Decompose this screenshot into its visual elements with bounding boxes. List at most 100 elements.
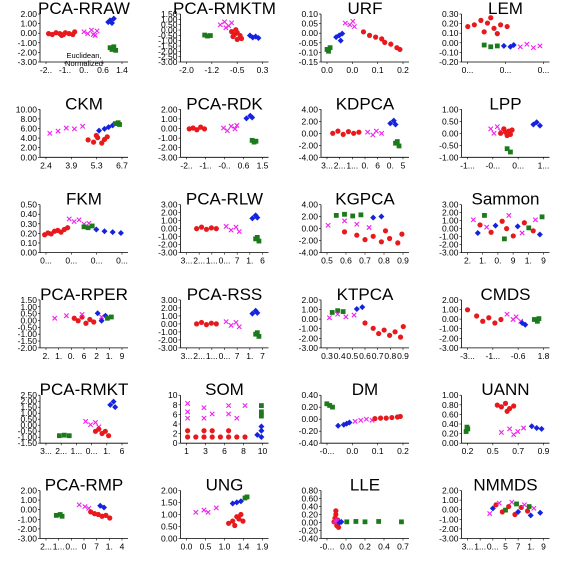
y-tick-label: 1.00 (442, 495, 459, 505)
green-point (259, 409, 264, 415)
x-tick-label: 1. (55, 351, 62, 361)
blue-point (110, 398, 117, 405)
magenta-point (52, 315, 58, 321)
blue-point (339, 30, 346, 37)
green-point (326, 48, 331, 54)
magenta-point (524, 41, 530, 47)
y-tick-label: 1.00 (20, 302, 37, 312)
red-point (193, 434, 199, 440)
green-point (514, 501, 519, 507)
x-tick-label: 1.9 (257, 542, 269, 552)
y-tick-label: -1.00 (299, 324, 319, 334)
chart-title: KDPCA (336, 94, 395, 113)
magenta-point (521, 502, 528, 508)
y-tick-label: 0.20 (442, 19, 459, 29)
red-point (480, 318, 486, 324)
y-tick-label: 1.50 (161, 498, 178, 508)
magenta-point (221, 19, 228, 25)
chart-title: Sammon (471, 190, 539, 209)
green-point (259, 413, 264, 419)
y-tick-label: 0.20 (442, 429, 459, 439)
blue-point (492, 222, 499, 229)
x-tick-label: 0.2 (397, 65, 409, 75)
x-tick-label: 2... (40, 542, 52, 552)
y-tick-label: -1.00 (439, 514, 459, 524)
chart-title: KTPCA (337, 285, 394, 304)
red-point (213, 226, 219, 232)
chart-title: FKM (66, 190, 102, 209)
y-tick-label: -0.20 (299, 526, 319, 536)
red-point (362, 237, 368, 243)
red-point (65, 225, 71, 231)
magenta-point (507, 426, 513, 432)
x-tick-label: -1... (486, 351, 501, 361)
x-tick-label: -0... (320, 446, 335, 456)
x-tick-label: 0. (68, 351, 75, 361)
x-tick-label: 2. (464, 256, 471, 266)
red-point (87, 316, 93, 323)
red-point (198, 224, 205, 230)
blue-point (489, 505, 496, 512)
y-tick-label: -3.00 (158, 57, 178, 67)
red-point (236, 516, 242, 522)
y-tick-label: 10 (168, 390, 178, 400)
red-point (477, 222, 483, 228)
y-tick-label: 2.00 (161, 303, 178, 313)
x-tick-label: 0... (65, 542, 77, 552)
red-point (60, 31, 67, 38)
green-point (254, 235, 260, 240)
red-point (102, 428, 108, 434)
magenta-point (76, 502, 82, 508)
blue-point (101, 228, 108, 235)
y-tick-label: -2.00 (299, 140, 319, 150)
red-point (234, 434, 240, 440)
y-tick-label: 0.00 (20, 152, 37, 162)
green-point (504, 146, 510, 152)
x-tick-label: 6 (375, 160, 380, 170)
green-point (85, 225, 91, 231)
red-point (201, 428, 207, 434)
red-point (226, 434, 232, 440)
x-tick-label: -0... (486, 160, 501, 170)
red-point (484, 20, 491, 26)
red-point (486, 315, 492, 321)
blue-point (536, 231, 543, 238)
x-tick-label: 3... (321, 160, 333, 170)
magenta-point (209, 411, 215, 417)
chart-title: URF (348, 0, 383, 18)
y-tick-label: -2.00 (299, 236, 319, 246)
red-point (497, 22, 504, 28)
y-tick-label: 0.10 (442, 28, 459, 38)
red-point (91, 319, 97, 325)
red-point (498, 404, 504, 410)
y-tick-label: -3.00 (158, 248, 178, 258)
magenta-point (537, 43, 543, 49)
green-point (394, 139, 400, 144)
blue-point (254, 214, 261, 221)
x-tick-label: -0.. (218, 160, 230, 170)
red-point (185, 428, 191, 434)
x-tick-label: 1... (206, 256, 218, 266)
magenta-point (341, 218, 348, 224)
red-point (397, 334, 404, 340)
y-tick-label: 2.00 (442, 208, 459, 218)
x-tick-label: 1... (70, 446, 82, 456)
y-tick-label: -0.10 (299, 47, 319, 57)
y-tick-label: 3.00 (442, 200, 459, 210)
magenta-point (487, 511, 493, 517)
y-tick-label: 8.00 (20, 114, 37, 124)
x-tick-label: 0... (500, 65, 512, 75)
chart-title: CMDS (480, 285, 530, 304)
red-point (201, 434, 207, 440)
red-point (512, 511, 518, 518)
blue-point (387, 120, 394, 127)
x-tick-label: 0.9 (538, 446, 550, 456)
chart-title: PCA-RLW (186, 190, 263, 209)
magenta-point (232, 126, 238, 132)
x-tick-label: 0.0 (340, 542, 352, 552)
y-tick-label: 0.40 (301, 502, 318, 512)
y-tick-label: 10.00 (16, 104, 38, 114)
magenta-point (233, 224, 239, 230)
blue-point (258, 423, 265, 430)
